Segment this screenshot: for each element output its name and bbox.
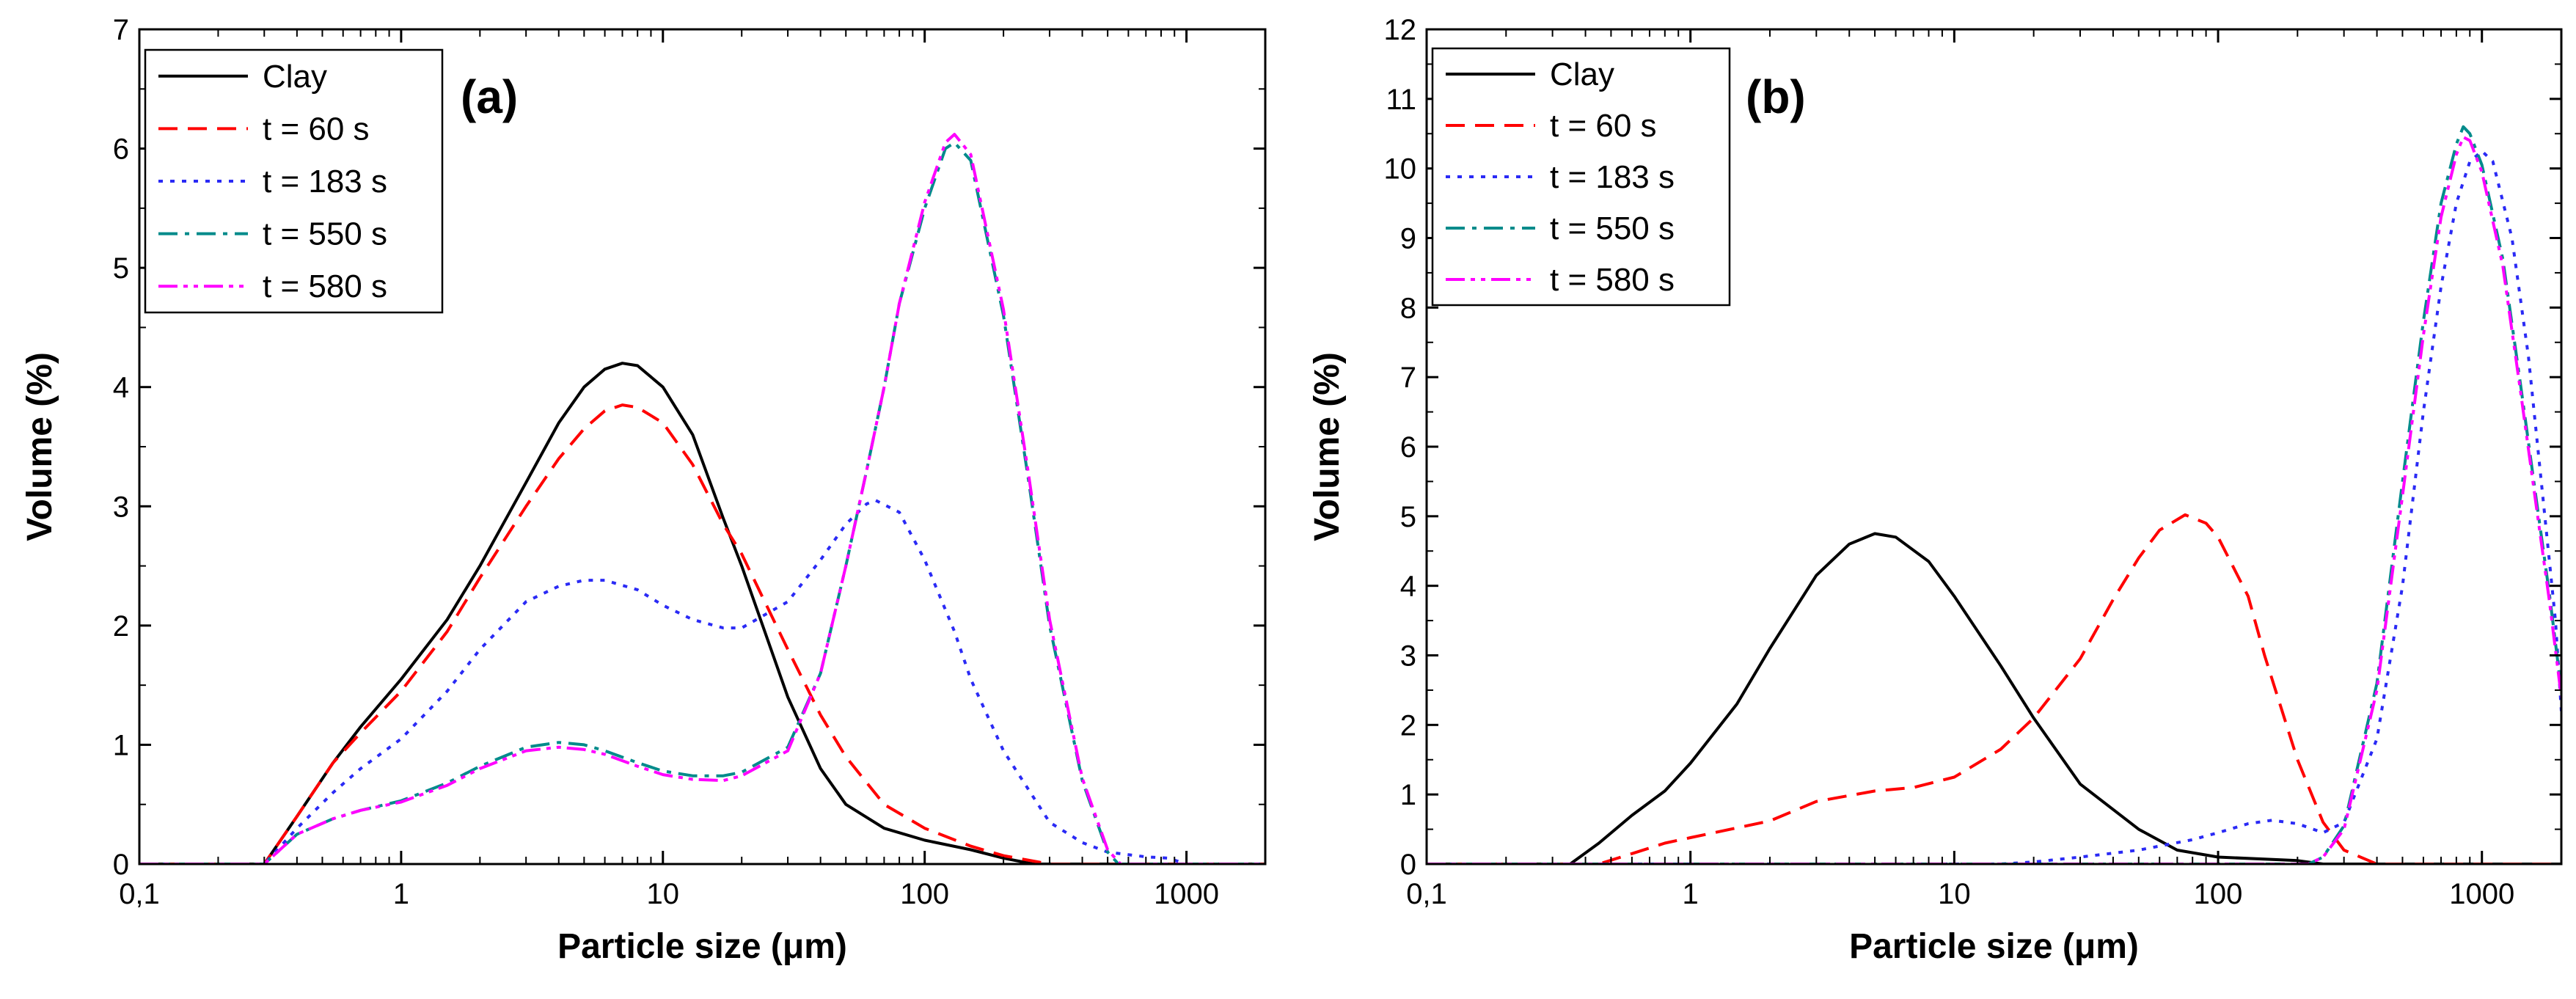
panel-a-legend-label: t = 580 s (263, 268, 387, 304)
panel-a-legend-label: t = 550 s (263, 216, 387, 252)
panel-a-y-tick-label: 1 (113, 729, 129, 761)
panel-b-y-tick-label: 4 (1400, 571, 1416, 603)
panel-b-legend: Clay t = 60 s t = 183 s t = 550 s t = 580 s (1431, 47, 1731, 307)
panel-b-x-axis-title: Particle size (μm) (1849, 927, 2139, 966)
panel-a-series-1-line (139, 403, 1265, 864)
panel-a-x-tick-label: 100 (900, 878, 949, 910)
panel-a-y-tick-label: 2 (113, 610, 129, 643)
panel-b-y-tick-label: 11 (1386, 84, 1416, 116)
panel-a-legend-label: t = 60 s (263, 111, 370, 147)
panel-a-legend: Clay t = 60 s t = 183 s t = 550 s t = 580 s (144, 48, 444, 314)
panel-b-x-tick-label: 0,1 (1406, 878, 1447, 910)
panel-b-y-tick-label: 5 (1400, 501, 1416, 533)
panel-a-y-tick-label: 3 (113, 491, 129, 523)
panel-b-series-4-line (1427, 136, 2561, 864)
panel-b-legend-label: t = 550 s (1550, 211, 1675, 246)
panel-b-x-tick-label: 100 (2194, 878, 2243, 910)
panel-a-y-tick-label: 5 (113, 252, 129, 285)
panel-a-label: (a) (461, 70, 518, 123)
panel-a-series-0-line (139, 362, 1265, 864)
panel-a-legend-label: t = 183 s (263, 164, 387, 200)
panel-b-y-tick-label: 3 (1400, 640, 1416, 673)
panel-b-y-tick-label: 10 (1384, 153, 1417, 186)
panel-a-legend-label: Clay (263, 59, 327, 95)
panel-a-y-axis-title: Volume (%) (21, 352, 59, 541)
panel-a-chart: 0 1 2 3 4 5 6 7 0,1 1 10 100 1000 Particle size (μm) V… (21, 14, 1267, 966)
panel-a-series-3-line (139, 141, 1265, 864)
panel-b-y-tick-label: 2 (1400, 709, 1416, 742)
panel-a-series-2-line (139, 499, 1265, 864)
panel-a-x-tick-label: 1000 (1154, 878, 1219, 910)
panel-b-legend-label: t = 580 s (1550, 262, 1675, 298)
panel-b-y-tick-label: 8 (1400, 292, 1416, 324)
panel-b-label: (b) (1746, 70, 1806, 123)
panel-b-y-tick-label: 0 (1400, 849, 1416, 881)
panel-b-y-tick-label: 6 (1400, 431, 1416, 464)
panel-a-y-tick-label: 7 (113, 14, 129, 46)
panel-b-x-tick-label: 1000 (2449, 878, 2514, 910)
panel-a-x-tick-label: 10 (647, 878, 680, 910)
panel-b-x-tick-label: 1 (1683, 878, 1699, 910)
panel-b-legend-label: Clay (1550, 56, 1614, 92)
panel-a-y-tick-label: 0 (113, 849, 129, 881)
panel-a-x-axis-title: Particle size (μm) (557, 927, 847, 966)
panel-b-y-tick-label: 7 (1400, 362, 1416, 394)
panel-b-legend-label: t = 183 s (1550, 159, 1675, 195)
panel-b-x-tick-label: 10 (1938, 878, 1971, 910)
panel-a-x-tick-label: 0,1 (119, 878, 160, 910)
panel-b-series-1-line (1427, 513, 2561, 864)
panel-b-y-tick-label: 9 (1400, 223, 1416, 255)
panel-b-y-axis-title: Volume (%) (1308, 352, 1347, 541)
panel-a-series-4-line (139, 133, 1265, 864)
panel-a-y-tick-label: 4 (113, 372, 129, 404)
panel-b-y-tick-label: 1 (1400, 779, 1416, 811)
panel-b-y-tick-label: 12 (1384, 14, 1417, 46)
panel-b-series-0-line (1427, 532, 2561, 864)
panel-a-x-tick-label: 1 (393, 878, 409, 910)
panel-a-y-tick-label: 6 (113, 133, 129, 166)
panel-b-legend-label: t = 60 s (1550, 108, 1657, 144)
